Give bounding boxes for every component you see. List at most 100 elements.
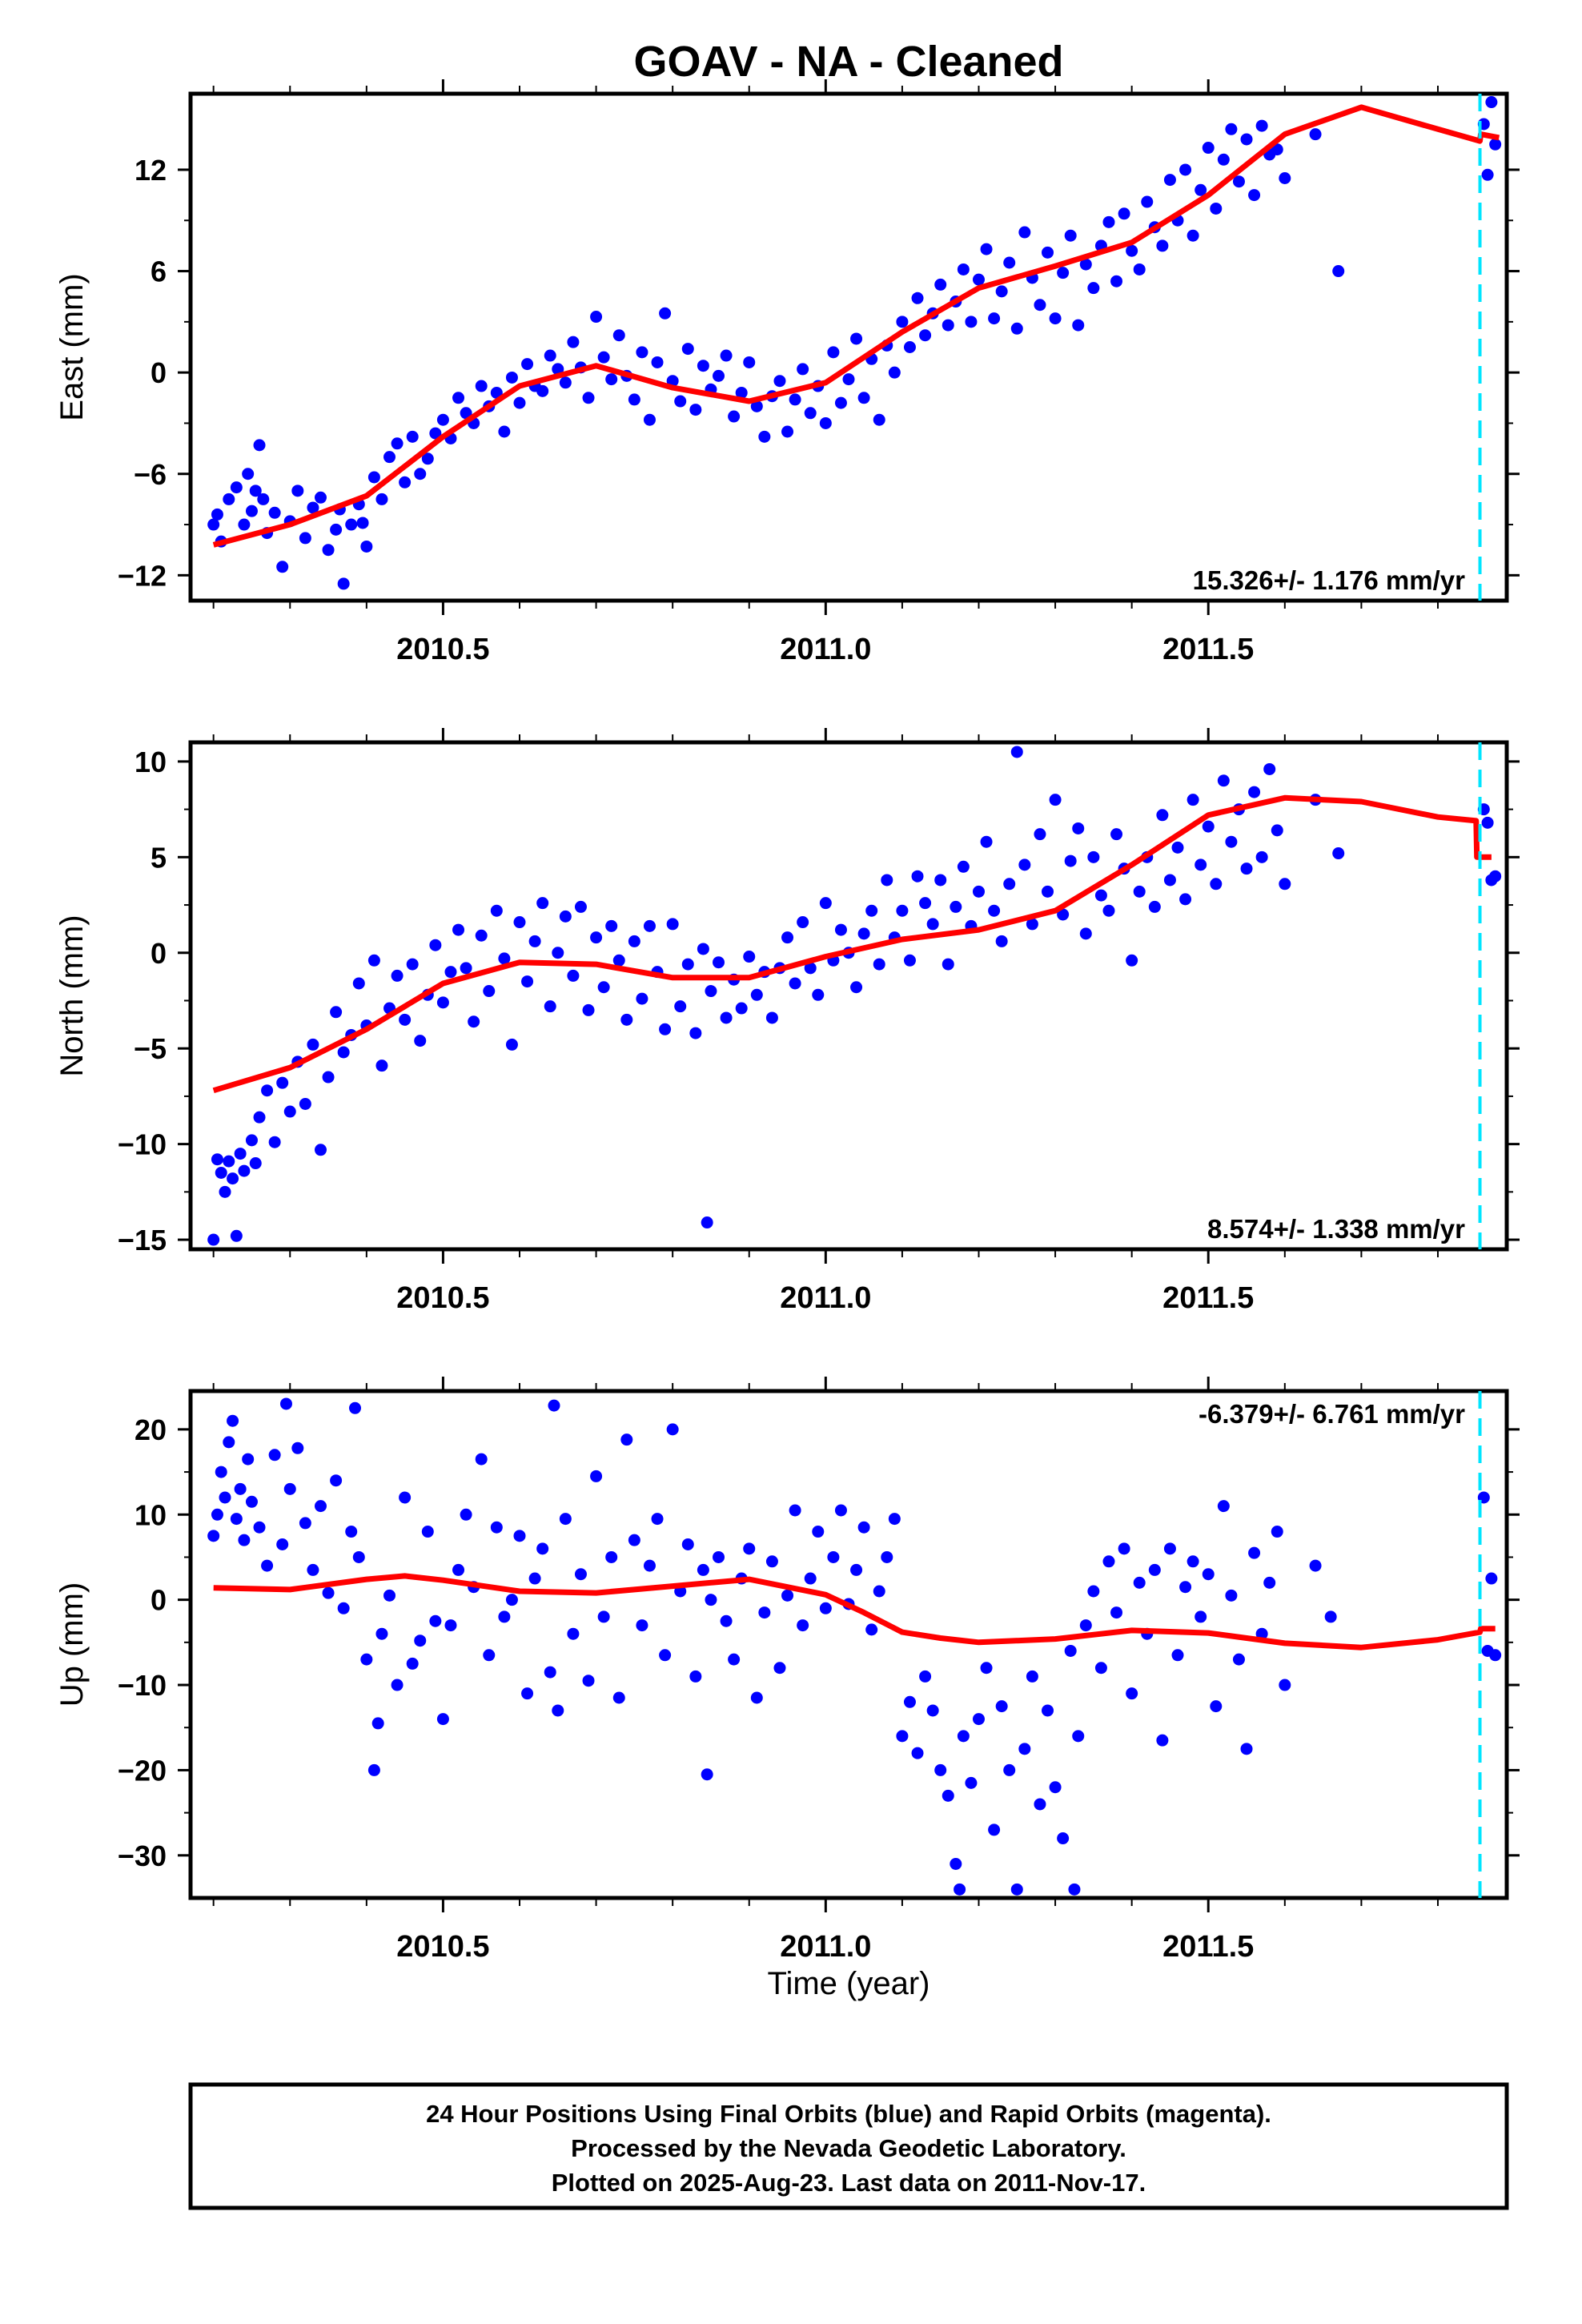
east-data-point <box>819 416 832 429</box>
footer-box: 24 Hour Positions Using Final Orbits (bl… <box>188 2082 1509 2210</box>
up-data-point <box>942 1789 954 1802</box>
up-data-point <box>950 1857 962 1870</box>
up-data-point <box>705 1594 717 1606</box>
north-data-point <box>857 927 870 940</box>
up-data-point <box>636 1619 648 1632</box>
up-data-point <box>1232 1653 1245 1666</box>
east-data-point <box>337 577 350 590</box>
east-data-point <box>429 427 442 440</box>
up-data-point <box>1195 1610 1207 1623</box>
north-data-point <box>701 1216 713 1229</box>
north-data-point <box>834 923 847 936</box>
up-data-point <box>681 1538 694 1550</box>
north-data-point <box>1034 828 1046 841</box>
up-data-point <box>475 1453 488 1466</box>
up-data-point <box>1255 1627 1268 1640</box>
up-data-point <box>207 1530 220 1542</box>
north-data-point <box>330 1006 343 1019</box>
up-data-point <box>597 1610 610 1623</box>
north-data-point <box>988 904 1001 917</box>
up-data-point <box>720 1614 733 1627</box>
north-y-axis-label: North (mm) <box>54 915 90 1076</box>
east-frame <box>188 91 1509 603</box>
east-xtick-label: 2011.5 <box>1162 633 1254 666</box>
up-data-point <box>804 1572 817 1585</box>
up-data-point <box>605 1550 618 1563</box>
up-data-point <box>291 1441 304 1454</box>
north-data-point <box>1481 816 1494 829</box>
east-data-point <box>1195 183 1207 196</box>
north-data-point <box>597 981 610 994</box>
up-data-point <box>827 1550 840 1563</box>
north-data-point <box>490 904 503 917</box>
up-data-point <box>666 1423 679 1436</box>
up-data-point <box>436 1713 449 1726</box>
up-data-point <box>559 1513 572 1526</box>
up-data-point <box>330 1474 343 1487</box>
up-data-point <box>957 1730 970 1743</box>
north-data-point <box>612 954 625 967</box>
east-data-point <box>207 518 220 531</box>
north-data-point <box>245 1134 258 1147</box>
north-rate-label: 8.574+/- 1.338 mm/yr <box>1207 1214 1465 1244</box>
east-data-point <box>735 386 748 399</box>
north-data-point <box>552 947 564 959</box>
north-data-point <box>1263 762 1276 775</box>
north-data-point <box>337 1046 350 1059</box>
up-data-point <box>758 1606 771 1619</box>
east-rate-label: 15.326+/- 1.176 mm/yr <box>1193 565 1465 595</box>
up-data-point <box>505 1594 518 1606</box>
north-xtick-label: 2011.5 <box>1162 1281 1254 1315</box>
up-rate-label: -6.379+/- 6.761 mm/yr <box>1199 1399 1465 1429</box>
east-data-point <box>628 393 640 406</box>
east-ytick-label: 12 <box>135 154 167 187</box>
north-data-point <box>567 969 580 982</box>
up-data-point <box>1133 1576 1146 1589</box>
up-ytick-label: −20 <box>118 1754 167 1787</box>
north-data-point <box>436 996 449 1009</box>
north-data-point <box>1240 862 1253 875</box>
east-data-point <box>314 491 327 504</box>
up-data-point <box>1489 1649 1502 1662</box>
up-data-point <box>536 1542 549 1555</box>
up-data-point <box>307 1563 319 1576</box>
east-data-point <box>842 373 855 386</box>
east-data-point <box>674 395 687 408</box>
north-data-point <box>643 919 656 932</box>
north-data-point <box>804 962 817 975</box>
north-data-point <box>1126 954 1138 967</box>
up-data-point <box>574 1568 587 1581</box>
up-data-point <box>1087 1585 1100 1598</box>
north-data-point <box>705 985 717 998</box>
east-data-point <box>307 501 319 514</box>
north-data-point <box>483 985 496 998</box>
up-data-point <box>934 1763 947 1776</box>
up-ytick-label: −30 <box>118 1839 167 1872</box>
east-data-point <box>1087 282 1100 295</box>
up-data-point <box>819 1602 832 1614</box>
east-data-point <box>475 380 488 392</box>
up-data-point <box>283 1482 296 1495</box>
up-xtick-label: 2010.5 <box>396 1930 489 1964</box>
east-data-point <box>643 413 656 426</box>
east-data-point <box>268 506 281 519</box>
north-data-point <box>819 897 832 910</box>
up-xtick-label: 2011.5 <box>1162 1930 1254 1964</box>
north-data-point <box>1186 794 1199 806</box>
up-data-point <box>548 1399 560 1412</box>
up-data-point <box>1485 1572 1498 1585</box>
north-data-point <box>367 954 380 967</box>
north-data-point <box>582 1003 595 1016</box>
north-data-point <box>544 1000 556 1013</box>
east-data-point <box>1489 138 1502 151</box>
up-data-point <box>349 1401 361 1414</box>
east-data-point <box>360 540 373 553</box>
up-data-point <box>1217 1500 1230 1513</box>
north-data-point <box>528 935 541 947</box>
up-data-point <box>773 1662 786 1675</box>
north-data-point <box>697 943 709 955</box>
north-data-point <box>207 1233 220 1246</box>
north-data-point <box>881 874 893 887</box>
north-data-point <box>681 958 694 971</box>
